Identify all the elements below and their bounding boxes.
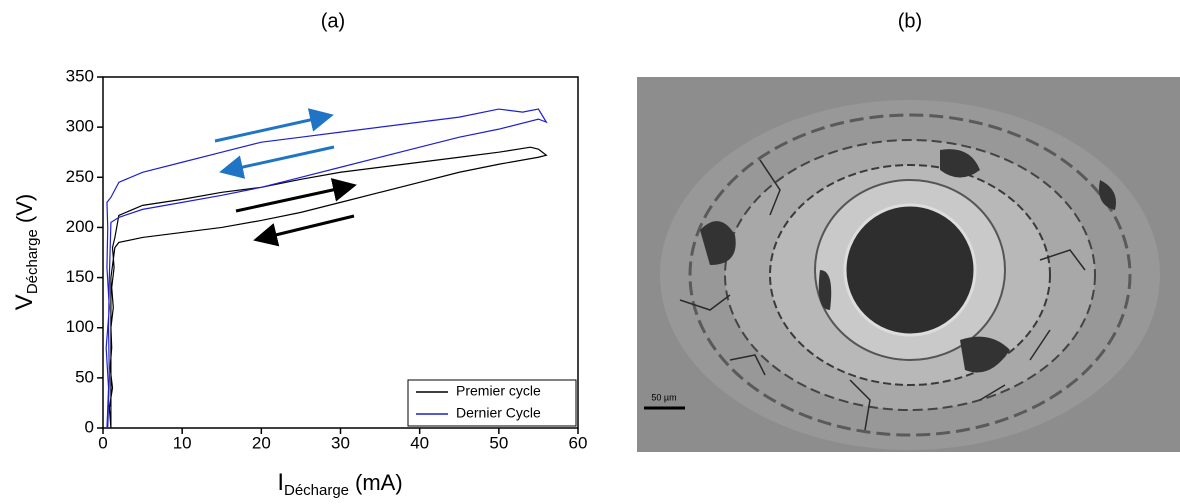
axis-label-main: I — [277, 469, 284, 496]
x-tick-label: 40 — [410, 433, 429, 452]
x-tick-label: 60 — [569, 433, 588, 452]
y-tick-label: 0 — [85, 417, 94, 436]
y-tick-label: 300 — [66, 117, 94, 136]
panel-label: (a) — [321, 10, 345, 32]
axis-label-sub: Décharge — [284, 482, 349, 499]
y-tick-label: 350 — [66, 66, 94, 85]
data-line — [105, 108, 548, 429]
y-tick-label: 250 — [66, 167, 94, 186]
axis-label-unit: (V) — [12, 194, 37, 223]
y-tick-label: 200 — [66, 217, 94, 236]
x-tick-label: 10 — [173, 433, 192, 452]
x-tick-label: 30 — [331, 433, 350, 452]
panel-label: (b) — [898, 10, 922, 32]
legend-box — [407, 379, 577, 427]
axis-label-sub: Décharge — [24, 229, 41, 294]
x-tick-label: 0 — [98, 433, 107, 452]
y-tick-label: 150 — [66, 267, 94, 286]
y-label: VDécharge (V) — [11, 194, 41, 310]
axis-label-main: V — [11, 294, 38, 310]
axis-label-unit: (mA) — [355, 470, 403, 495]
plot: 0 10 20 30 40 50 60050100150200250300350IDécha… — [11, 66, 587, 498]
plot-frame — [102, 76, 579, 429]
y-tick-label: 50 — [75, 367, 94, 386]
legend-label: Premier cycle — [456, 383, 541, 399]
y-tick-label: 100 — [66, 317, 94, 336]
arrows — [214, 108, 357, 247]
x-tick-label: 50 — [489, 433, 508, 452]
sem-image: 50 µm — [637, 77, 1180, 452]
legend-label: Dernier Cycle — [456, 405, 541, 421]
scale-bar-label: 50 µm — [651, 392, 676, 402]
x-label: IDécharge (mA) — [277, 469, 402, 499]
x-tick-label: 20 — [252, 433, 271, 452]
data-line — [108, 146, 548, 429]
